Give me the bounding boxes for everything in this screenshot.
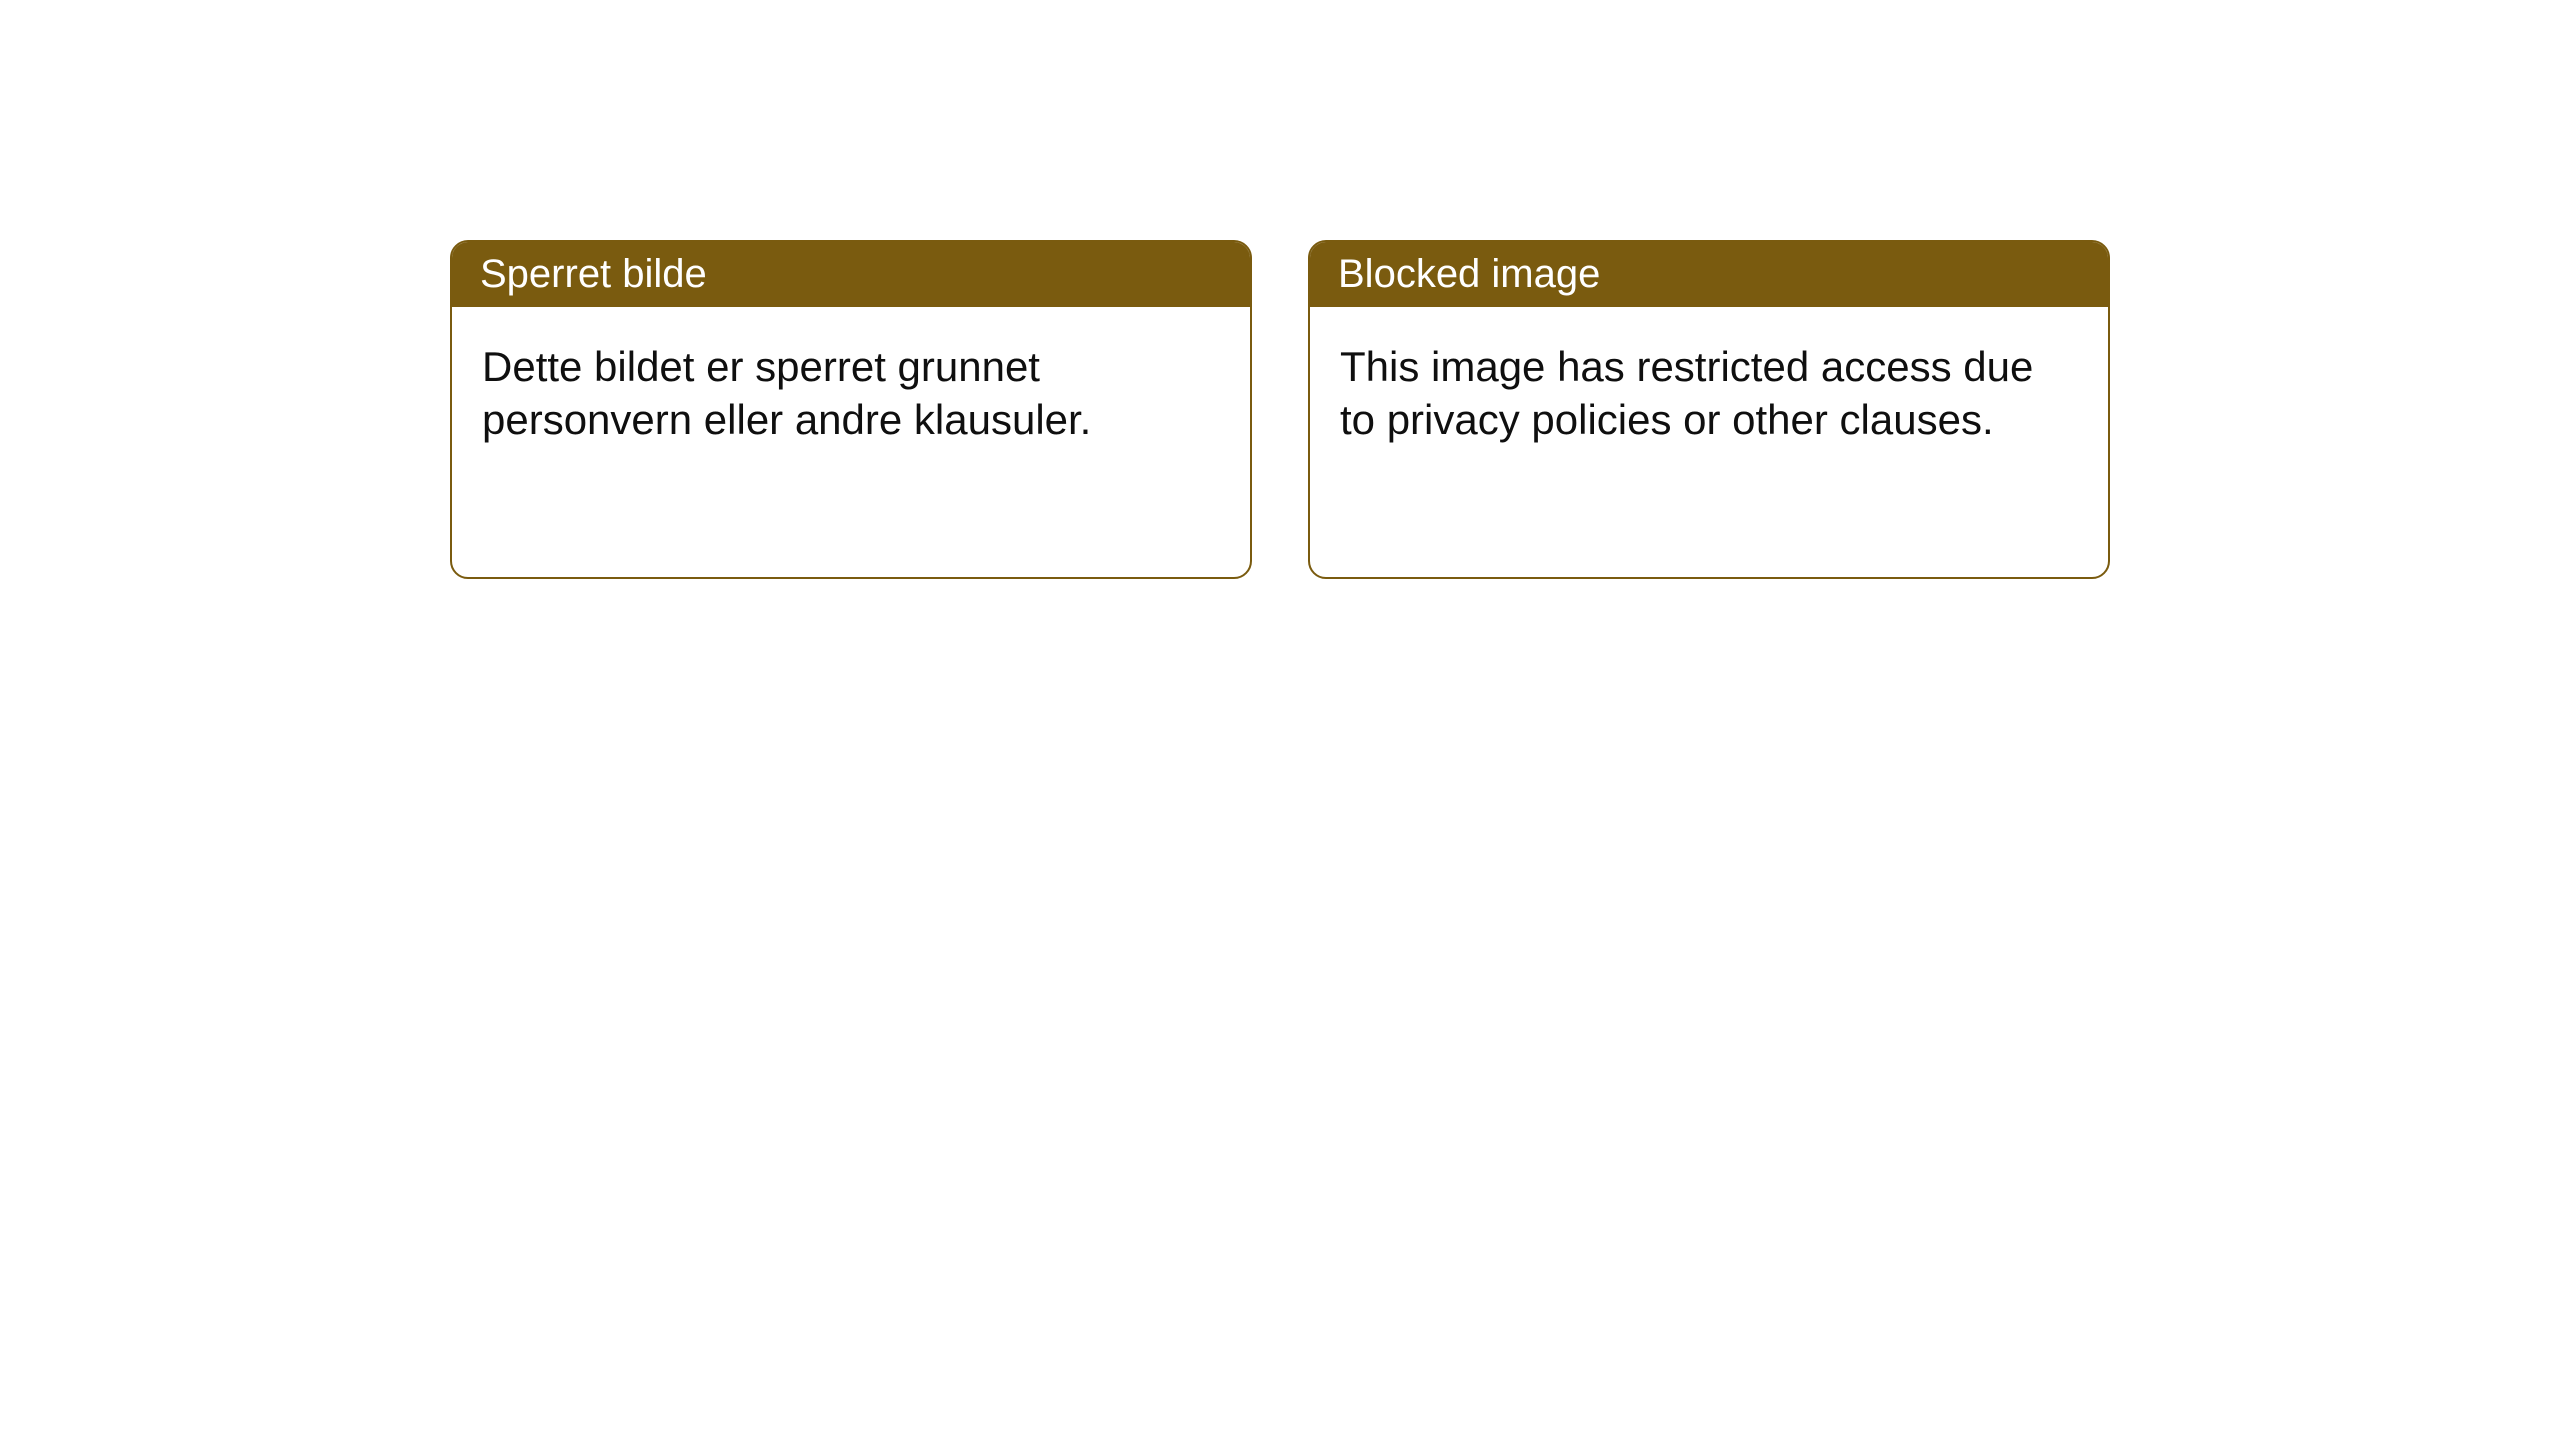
card-header: Blocked image xyxy=(1310,242,2108,307)
card-header: Sperret bilde xyxy=(452,242,1250,307)
card-title: Sperret bilde xyxy=(480,252,707,296)
notice-card-english: Blocked image This image has restricted … xyxy=(1308,240,2110,579)
notice-cards-row: Sperret bilde Dette bildet er sperret gr… xyxy=(450,240,2110,579)
card-body: This image has restricted access due to … xyxy=(1310,307,2108,577)
notice-card-norwegian: Sperret bilde Dette bildet er sperret gr… xyxy=(450,240,1252,579)
card-body-text: Dette bildet er sperret grunnet personve… xyxy=(482,343,1091,443)
card-body-text: This image has restricted access due to … xyxy=(1340,343,2033,443)
card-title: Blocked image xyxy=(1338,252,1600,296)
card-body: Dette bildet er sperret grunnet personve… xyxy=(452,307,1250,577)
